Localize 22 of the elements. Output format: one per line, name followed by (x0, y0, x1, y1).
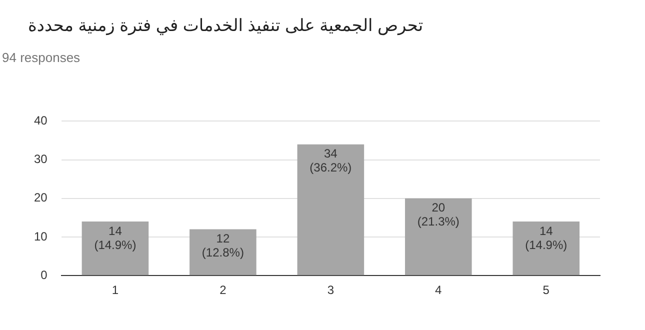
bar (297, 144, 364, 276)
data-label: 34 (36.2%) (310, 146, 352, 175)
x-tick-label: 3 (327, 283, 334, 298)
data-label: 14 (14.9%) (525, 224, 568, 252)
y-tick-label: 0 (40, 268, 48, 282)
chart-subtitle: 94 responses (2, 50, 80, 65)
bar (512, 222, 580, 276)
bar (405, 198, 472, 276)
data-label: 20 (21.3%) (417, 200, 460, 229)
y-tick-label: 20 (34, 190, 48, 205)
y-tick-label: 40 (34, 114, 48, 128)
bar (190, 229, 256, 276)
y-tick-label: 10 (34, 229, 48, 244)
chart-title: تحرص الجمعية على تنفيذ الخدمات في فترة زمنية محددة (28, 16, 424, 36)
bar (82, 222, 149, 276)
data-label: 14 (14.9%) (94, 224, 136, 252)
x-tick-label: 4 (435, 283, 442, 298)
y-tick-label: 30 (34, 152, 48, 166)
data-label: 12 (12.8%) (202, 232, 244, 260)
x-tick-label: 2 (220, 283, 227, 298)
x-tick-label: 1 (112, 283, 119, 298)
x-tick-label: 5 (542, 283, 550, 298)
